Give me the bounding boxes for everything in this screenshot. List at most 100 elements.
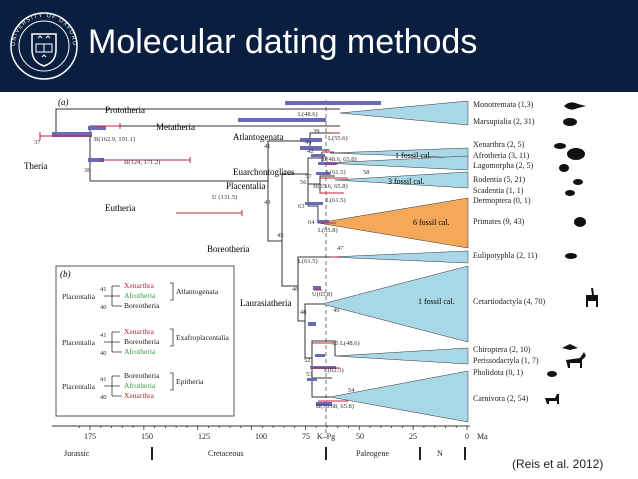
bat-icon <box>562 344 578 350</box>
node-58: 58 <box>363 169 370 176</box>
inset-node-40-2: 40 <box>100 350 107 357</box>
tick-175: 175 <box>84 432 96 441</box>
inset-tip-2-1: Xenarthra <box>124 327 155 336</box>
header-divider <box>0 92 638 95</box>
deer-icon <box>586 288 598 307</box>
clade-prototheria: Prototheria <box>105 105 145 115</box>
inset-node-40-3: 40 <box>100 394 107 401</box>
taxon-primates: Primates (9, 43) <box>473 217 525 226</box>
taxon-pholidota: Pholidota (0, 1) <box>473 368 523 377</box>
clade-metatheria: Metatheria <box>156 122 195 132</box>
tick-75: 75 <box>302 432 310 441</box>
clade-eutheria: Eutheria <box>105 203 136 213</box>
inset-group-1: Placentalia 41 40 Xenarthra Afrotheria B… <box>62 281 219 311</box>
taxon-afrotheria: Afrotheria (3, 11) <box>473 151 530 160</box>
armadillo-icon <box>554 143 566 149</box>
inset-placentalia-2: Placentalia <box>62 338 96 347</box>
node-47: 47 <box>337 245 344 252</box>
clade-boreotheria: Boreotheria <box>207 244 249 254</box>
cal-l-55-6: L(55.6) <box>328 135 348 142</box>
taxon-chiroptera: Chiroptera (2, 10) <box>473 345 531 354</box>
tick-25: 25 <box>409 432 417 441</box>
inset-placentalia-1: Placentalia <box>62 292 96 301</box>
inset-node-40-1: 40 <box>100 304 107 311</box>
inset-tip-2-2: Boreotheria <box>124 337 160 346</box>
tick-125: 125 <box>198 432 210 441</box>
clade-theria: Theria <box>24 161 47 171</box>
wedge-carnivora <box>329 370 469 423</box>
wedge-cetartiodactyla <box>321 265 469 343</box>
horse-icon <box>566 352 586 368</box>
carnivore-icon <box>545 394 559 404</box>
taxon-carnivora: Carnivora (2, 54) <box>473 394 529 403</box>
node-46: 46 <box>292 286 299 293</box>
wedge-chiroptera <box>334 347 469 365</box>
cal-u-65-8: U(65.8) <box>312 291 332 298</box>
inset-name-1: Atlantogenata <box>176 287 219 296</box>
cal-l-61-5-b: L(61.5) <box>326 197 346 204</box>
inset-tip-1-3: Boreotheria <box>124 301 160 310</box>
node-38: 38 <box>84 167 91 174</box>
inset-tip-3-2: Afrotheria <box>124 381 156 390</box>
axis-unit: Ma <box>477 432 488 441</box>
taxon-dermoptera: Dermoptera (0, 1) <box>473 196 531 205</box>
fossil-label-six: 6 fossil cal. <box>413 218 450 227</box>
taxon-scadentia: Scadentia (1, 1) <box>473 186 524 195</box>
fossil-label-three: 3 fossil cal. <box>388 177 425 186</box>
period-jurassic: Jurassic <box>64 449 90 458</box>
clade-laurasiatheria: Laurasiatheria <box>240 298 291 308</box>
node-37: 37 <box>34 139 41 146</box>
node-57: 57 <box>305 173 312 180</box>
tick-50: 50 <box>356 432 364 441</box>
clade-euarchontoglires: Euarchontoglires <box>233 167 295 177</box>
node-49: 49 <box>333 307 340 314</box>
tick-100: 100 <box>255 432 267 441</box>
wedge-eulipotyphla <box>329 250 469 264</box>
wedge-afrotheria <box>324 155 469 171</box>
monotreme-icon <box>564 102 586 110</box>
inset-node-41-3: 41 <box>100 376 107 383</box>
wedge-xenarthra <box>329 147 469 159</box>
wedge-primates <box>317 197 469 249</box>
rodent-icon <box>573 179 583 185</box>
logo-text: UNIVERSITY OF OXFORD <box>11 13 76 47</box>
wedge-rodentia <box>334 171 469 189</box>
taxon-monotremata: Monotremata (1,3) <box>473 100 534 109</box>
taxon-xenarthra: Xenarthra (2, 5) <box>473 140 525 149</box>
kpg-label: K–Pg <box>317 432 335 441</box>
wedge-monotremata-marsupialia <box>339 100 469 126</box>
primate-icon <box>574 217 586 227</box>
rabbit-icon <box>559 164 569 172</box>
inset-name-2: Exafroplacentalia <box>176 333 230 342</box>
node-52: 52 <box>304 357 311 364</box>
clade-atlantogenata: Atlantogenata <box>233 132 283 142</box>
treeshrew-icon <box>565 190 575 196</box>
fossil-label-one-a: 1 fossil cal. <box>395 151 432 160</box>
cal-b-48-6-65-8: B(48.6, 65.8) <box>322 156 357 163</box>
period-paleogene: Paleogene <box>356 449 389 458</box>
inset-group-2: Placentalia 41 40 Xenarthra Boreotheria … <box>62 327 230 357</box>
cal-l-61-5-c: L(61.5) <box>298 258 318 265</box>
cal-b-39-68-65-8: B(39.68, 65.8) <box>316 403 354 410</box>
period-neogene: N <box>437 449 443 458</box>
node-45: 45 <box>277 232 284 239</box>
node-64: 64 <box>308 219 315 226</box>
clade-placentalia: Placentalia <box>226 181 265 191</box>
inset-placentalia-3: Placentalia <box>62 382 96 391</box>
inset-panel-b <box>55 265 235 417</box>
node-63: 63 <box>298 203 305 210</box>
inset-tip-1-1: Xenarthra <box>124 281 155 290</box>
svg-text:UNIVERSITY OF OXFORD: UNIVERSITY OF OXFORD <box>11 13 77 47</box>
node-55: 55 <box>332 340 339 347</box>
tick-0: 0 <box>465 432 469 441</box>
inset-tip-3-3: Xenarthra <box>124 391 155 400</box>
taxon-cetartiodactyla: Cetartiodactyla (4, 70) <box>473 297 546 306</box>
elephant-icon <box>567 148 585 160</box>
node-54: 54 <box>348 387 355 394</box>
cal-l-61-5-a: L(61.5) <box>326 169 346 176</box>
cal-l-62-5: L(62.5) <box>324 367 344 374</box>
panel-a-label: (a) <box>58 97 69 107</box>
calibration-ranges <box>39 123 348 402</box>
inset-node-41-1: 41 <box>100 286 107 293</box>
inset-name-3: Epitheria <box>176 377 204 386</box>
